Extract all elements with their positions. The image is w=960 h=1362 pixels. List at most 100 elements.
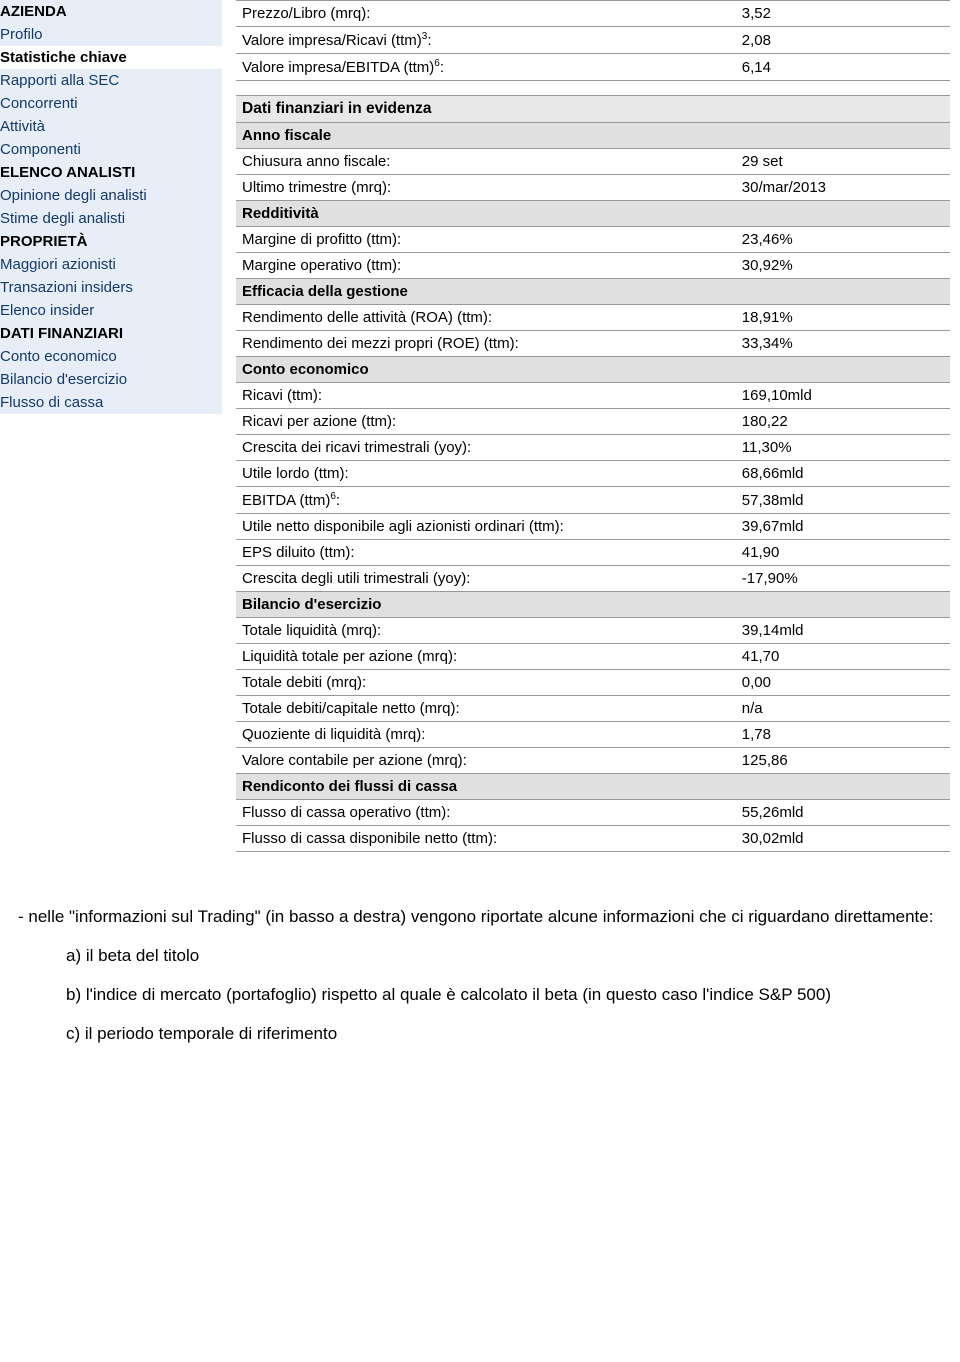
financials-subsection-row: Bilancio d'esercizio [236,592,950,618]
financial-highlights-table: Dati finanziari in evidenzaAnno fiscaleC… [236,95,950,852]
financials-value: 39,14mld [736,618,950,644]
financials-data-row: Crescita degli utili trimestrali (yoy):-… [236,566,950,592]
sidebar-item[interactable]: Concorrenti [0,92,222,115]
financials-data-row: EPS diluito (ttm):41,90 [236,540,950,566]
financials-data-row: Margine operativo (ttm):30,92% [236,253,950,279]
metric-label: Valore impresa/Ricavi (ttm)3: [236,27,736,54]
financials-label: Margine operativo (ttm): [236,253,736,279]
financials-subsection-heading: Efficacia della gestione [236,279,950,305]
financials-label: Valore contabile per azione (mrq): [236,748,736,774]
financials-data-row: Liquidità totale per azione (mrq):41,70 [236,644,950,670]
financials-label: Chiusura anno fiscale: [236,149,736,175]
financials-data-row: Utile lordo (ttm):68,66mld [236,461,950,487]
financials-subsection-heading: Redditività [236,201,950,227]
financials-label: Crescita degli utili trimestrali (yoy): [236,566,736,592]
financials-data-row: Margine di profitto (ttm):23,46% [236,227,950,253]
sidebar-item[interactable]: Attività [0,115,222,138]
financials-label: EBITDA (ttm)6: [236,487,736,514]
sidebar-item[interactable]: Opinione degli analisti [0,184,222,207]
financials-value: 18,91% [736,305,950,331]
financials-data-row: Valore contabile per azione (mrq):125,86 [236,748,950,774]
document-notes: - nelle "informazioni sul Trading" (in b… [0,866,960,1082]
sidebar-heading: DATI FINANZIARI [0,322,222,345]
financials-data-row: Flusso di cassa disponibile netto (ttm):… [236,826,950,852]
sidebar-item[interactable]: Statistiche chiave [0,46,222,69]
financials-label: Rendimento delle attività (ROA) (ttm): [236,305,736,331]
financials-value: 23,46% [736,227,950,253]
financials-value: 39,67mld [736,514,950,540]
valuation-metrics-table: Prezzo/Libro (mrq):3,52Valore impresa/Ri… [236,0,950,81]
financials-data-row: Utile netto disponibile agli azionisti o… [236,514,950,540]
sidebar-item[interactable]: Profilo [0,23,222,46]
sidebar-item[interactable]: Maggiori azionisti [0,253,222,276]
financials-title: Dati finanziari in evidenza [236,96,950,123]
financials-value: 30,92% [736,253,950,279]
financials-value: 68,66mld [736,461,950,487]
sidebar-item[interactable]: Stime degli analisti [0,207,222,230]
financials-value: 125,86 [736,748,950,774]
notes-item-b: b) l'indice di mercato (portafoglio) ris… [18,984,940,1007]
financials-subsection-row: Redditività [236,201,950,227]
financials-label: Utile lordo (ttm): [236,461,736,487]
metric-label: Prezzo/Libro (mrq): [236,1,736,27]
financials-value: 1,78 [736,722,950,748]
metric-row: Valore impresa/EBITDA (ttm)6:6,14 [236,54,950,81]
financials-label: Flusso di cassa operativo (ttm): [236,800,736,826]
financials-label: Ricavi per azione (ttm): [236,409,736,435]
financials-value: 30/mar/2013 [736,175,950,201]
financials-label: Totale liquidità (mrq): [236,618,736,644]
financials-data-row: Quoziente di liquidità (mrq):1,78 [236,722,950,748]
financials-data-row: Chiusura anno fiscale:29 set [236,149,950,175]
sidebar-heading: AZIENDA [0,0,222,23]
financials-label: Quoziente di liquidità (mrq): [236,722,736,748]
financials-label: Rendimento dei mezzi propri (ROE) (ttm): [236,331,736,357]
main-content: Prezzo/Libro (mrq):3,52Valore impresa/Ri… [222,0,960,866]
financials-value: 41,70 [736,644,950,670]
financials-label: Margine di profitto (ttm): [236,227,736,253]
sidebar-heading: ELENCO ANALISTI [0,161,222,184]
notes-item-a: a) il beta del titolo [18,945,940,968]
financials-data-row: Ricavi (ttm):169,10mld [236,383,950,409]
financials-label: Totale debiti/capitale netto (mrq): [236,696,736,722]
sidebar-item[interactable]: Componenti [0,138,222,161]
financials-value: 11,30% [736,435,950,461]
metric-value: 3,52 [736,1,950,27]
financials-data-row: Totale liquidità (mrq):39,14mld [236,618,950,644]
financials-value: n/a [736,696,950,722]
financials-data-row: Ultimo trimestre (mrq):30/mar/2013 [236,175,950,201]
financials-value: 57,38mld [736,487,950,514]
financials-value: 33,34% [736,331,950,357]
financials-data-row: Rendimento dei mezzi propri (ROE) (ttm):… [236,331,950,357]
sidebar-item[interactable]: Elenco insider [0,299,222,322]
sidebar-item[interactable]: Conto economico [0,345,222,368]
sidebar-item[interactable]: Bilancio d'esercizio [0,368,222,391]
financials-subsection-row: Conto economico [236,357,950,383]
financials-value: 55,26mld [736,800,950,826]
financials-subsection-heading: Anno fiscale [236,123,950,149]
financials-label: Flusso di cassa disponibile netto (ttm): [236,826,736,852]
sidebar-heading: PROPRIETÀ [0,230,222,253]
metric-label: Valore impresa/EBITDA (ttm)6: [236,54,736,81]
financials-title-row: Dati finanziari in evidenza [236,96,950,123]
sidebar-item[interactable]: Transazioni insiders [0,276,222,299]
financials-value: 169,10mld [736,383,950,409]
financials-subsection-heading: Bilancio d'esercizio [236,592,950,618]
metric-row: Prezzo/Libro (mrq):3,52 [236,1,950,27]
financials-value: -17,90% [736,566,950,592]
financials-label: Liquidità totale per azione (mrq): [236,644,736,670]
financials-label: EPS diluito (ttm): [236,540,736,566]
financials-data-row: Rendimento delle attività (ROA) (ttm):18… [236,305,950,331]
sidebar-item[interactable]: Rapporti alla SEC [0,69,222,92]
sidebar: AZIENDAProfiloStatistiche chiaveRapporti… [0,0,222,414]
financials-data-row: EBITDA (ttm)6:57,38mld [236,487,950,514]
financials-label: Totale debiti (mrq): [236,670,736,696]
financials-value: 29 set [736,149,950,175]
sidebar-item[interactable]: Flusso di cassa [0,391,222,414]
metric-value: 2,08 [736,27,950,54]
notes-item-c: c) il periodo temporale di riferimento [18,1023,940,1046]
financials-subsection-heading: Rendiconto dei flussi di cassa [236,774,950,800]
metric-row: Valore impresa/Ricavi (ttm)3:2,08 [236,27,950,54]
financials-label: Utile netto disponibile agli azionisti o… [236,514,736,540]
financials-label: Ricavi (ttm): [236,383,736,409]
financials-value: 30,02mld [736,826,950,852]
